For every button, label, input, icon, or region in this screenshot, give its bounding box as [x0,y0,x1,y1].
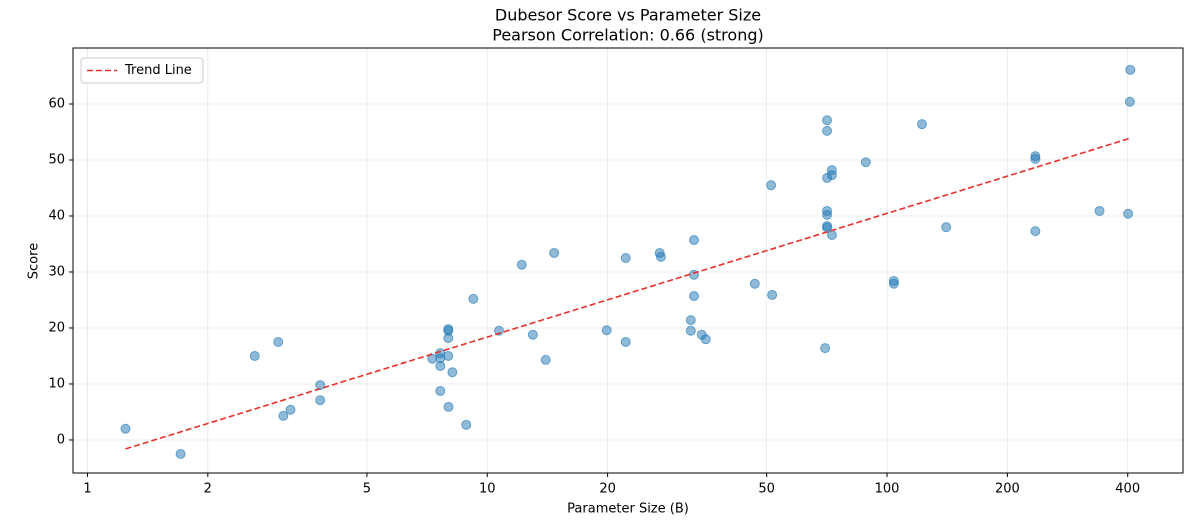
y-tick-label: 10 [48,376,65,391]
point [1094,205,1105,216]
x-tick-label: 2 [204,482,212,497]
point [749,278,760,289]
point [549,247,560,258]
point [527,329,538,340]
y-tick-label: 40 [48,208,65,223]
point [941,222,952,233]
point [620,252,631,263]
point [435,385,446,396]
point [278,410,289,421]
point [447,367,458,378]
point [1030,153,1041,164]
chart-subtitle: Pearson Correlation: 0.66 (strong) [492,26,763,45]
x-tick-label: 1 [83,482,91,497]
point [443,401,454,412]
y-tick-label: 50 [48,152,65,167]
x-tick-label: 100 [875,482,900,497]
x-tick-label: 10 [479,482,496,497]
point [820,343,831,354]
point [860,157,871,168]
x-tick-label: 20 [599,482,616,497]
point [826,170,837,181]
point [655,251,666,262]
point [1123,208,1134,219]
point [315,395,326,406]
point [516,259,527,270]
point [620,336,631,347]
legend-box [80,57,204,84]
point [175,448,186,459]
point [273,336,284,347]
point [461,419,472,430]
point [826,230,837,241]
point [285,404,296,415]
point [249,350,260,361]
point [888,278,899,289]
point [766,180,777,191]
point [822,125,833,136]
point [685,325,696,336]
point [443,350,454,361]
y-tick-label: 30 [48,264,65,279]
y-tick-label: 0 [57,432,65,447]
point [1124,96,1135,107]
y-tick-label: 60 [48,96,65,111]
point [601,325,612,336]
point [540,354,551,365]
x-axis-label: Parameter Size (B) [567,502,689,517]
point [700,334,711,345]
point [1125,64,1136,75]
trend-line [125,137,1131,450]
point [767,289,778,300]
point [689,291,700,302]
plot-frame [72,47,1184,474]
point [689,235,700,246]
point [493,325,504,336]
x-tick-label: 50 [758,482,775,497]
point [435,361,446,372]
point [120,423,131,434]
point [443,333,454,344]
x-tick-label: 400 [1115,482,1140,497]
point [468,293,479,304]
point [1030,226,1041,237]
point [315,380,326,391]
legend-label: Trend Line [124,63,192,78]
point [822,115,833,126]
y-tick-label: 20 [48,320,65,335]
x-tick-label: 200 [995,482,1020,497]
point [685,315,696,326]
point [822,209,833,220]
point [916,119,927,130]
x-tick-label: 5 [363,482,371,497]
y-axis-label: Score [27,243,42,279]
chart-title: Dubesor Score vs Parameter Size [495,6,761,25]
